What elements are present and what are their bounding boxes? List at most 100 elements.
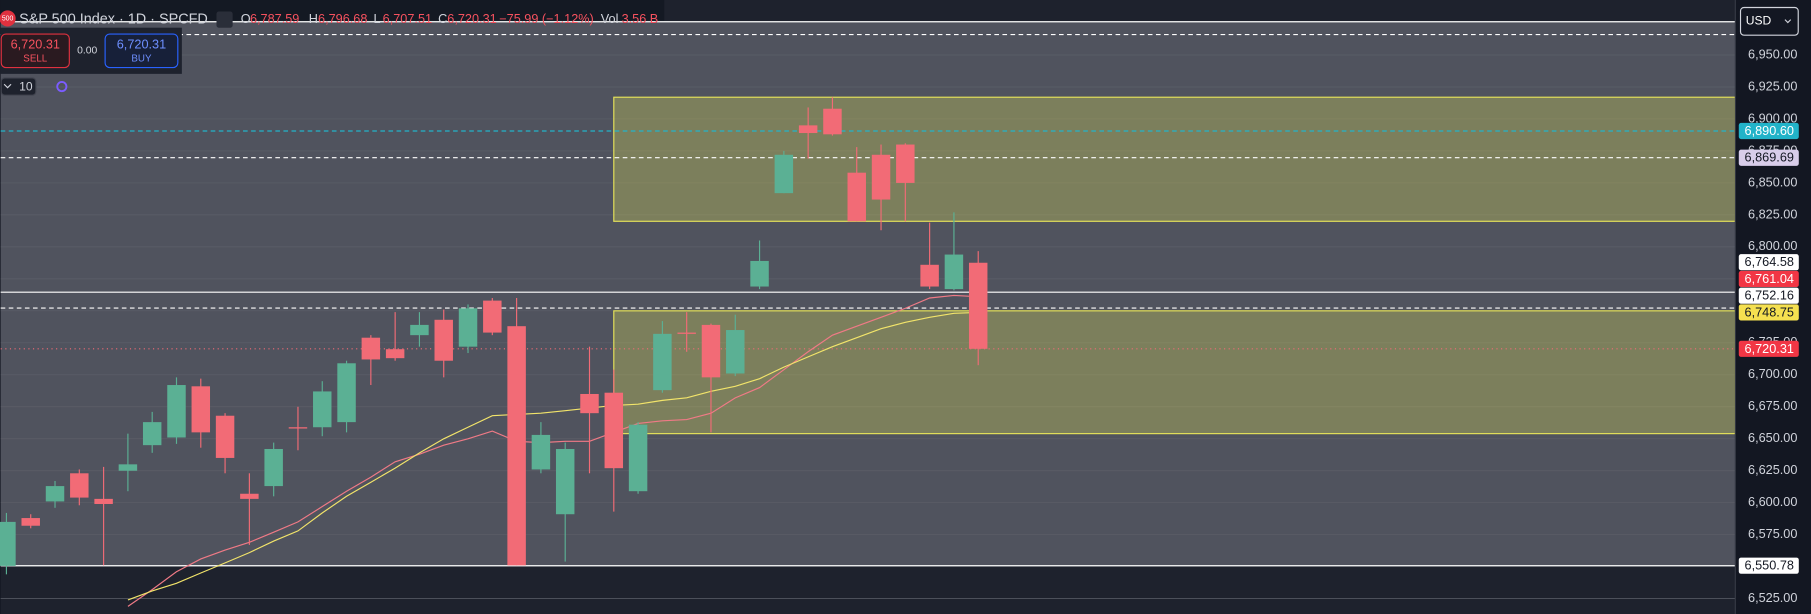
candle-body [847,172,866,222]
settings-icon[interactable] [56,81,68,93]
candle-body [774,154,794,194]
candle-body [45,486,65,502]
candle-body [628,424,648,492]
candle-body [920,264,939,287]
price-label: 6,761.04 [1745,272,1794,286]
y-tick-label: 6,650.00 [1748,431,1797,445]
chevron-icon [3,83,12,89]
price-axis-labels: 6,525.006,550.006,575.006,600.006,625.00… [1738,47,1799,605]
drawing-range [0,21,1736,566]
open-key: O [241,12,251,26]
candle-body [823,108,842,135]
price-label: 6,752.16 [1745,289,1794,303]
candle-body [531,434,551,470]
candle-body [968,262,988,349]
price-label-box [1738,287,1799,304]
currency-chevron [1784,19,1792,24]
candle-body [798,125,818,134]
indicator-toggle[interactable] [0,77,37,96]
high-value: 6,796.68 [318,12,367,26]
sell-label: SELL [23,53,48,64]
vol-value: 3.56 B [622,12,659,26]
candle-body [458,308,478,347]
price-label: 6,869.69 [1745,151,1794,165]
header-bg [0,0,665,21]
y-tick-label: 6,600.00 [1748,495,1797,509]
price-label: 6,720.31 [1745,342,1794,356]
candle-body [653,333,672,391]
buy-price: 6,720.31 [117,37,166,51]
candle-body [21,518,40,526]
y-tick-label: 6,700.00 [1748,367,1797,381]
symbol: S&P 500 Index · 1D · SPCFD [19,11,208,27]
y-tick-label: 6,625.00 [1748,463,1797,477]
y-tick-label: 6,800.00 [1748,239,1797,253]
candle-body [142,422,162,446]
candle-body [0,521,16,566]
candle-body [677,332,696,334]
y-tick-label: 6,850.00 [1748,175,1797,189]
vol-key: Vol [601,12,619,26]
y-tick-label: 6,925.00 [1748,79,1797,93]
candle-body [288,427,308,429]
candle-body [70,473,89,498]
candle-body [240,493,259,499]
y-tick-label: 6,950.00 [1748,47,1797,61]
price-label: 6,764.58 [1745,255,1794,269]
candle-body [264,448,283,487]
open-value: 6,787.59 [250,12,299,26]
zone [613,310,1736,435]
close-key: C [438,12,447,26]
candle-body [750,260,769,287]
y-tick-label: 6,900.00 [1748,111,1797,125]
symbol-logo [0,10,16,27]
high-key: H [309,12,318,26]
buy-label: BUY [131,53,152,64]
low-value: 6,707.51 [383,12,432,26]
collapse-button[interactable] [216,11,233,28]
candle-body [507,326,526,566]
price-label-box [1738,340,1799,357]
candle-body [701,324,721,378]
currency: USD [1746,14,1772,28]
price-label: 6,748.75 [1745,305,1794,319]
candle-body [313,391,332,428]
candle-body [337,363,356,423]
price-label-box [1738,270,1799,288]
currency-button[interactable] [1739,6,1799,36]
candle-body [215,415,235,458]
y-tick-label: 6,825.00 [1748,207,1797,221]
change: −75.99 (−1.12%) [499,12,594,26]
candle-body [580,393,599,414]
candle-body [410,324,429,336]
price-label-box [1738,149,1799,166]
indicator-count: 10 [19,79,33,93]
sell-button[interactable] [0,33,70,69]
logo-text: 500 [2,15,14,22]
spread: 0.00 [77,46,97,57]
y-tick-label: 6,525.00 [1748,591,1797,605]
low-key: L [373,12,380,26]
price-label-box [1738,304,1799,321]
candle-body [385,349,405,359]
candle-body [483,300,502,333]
close-value: 6,720.31 [447,12,496,26]
candle-body [944,254,964,290]
candle-body [118,464,138,471]
buy-button[interactable] [104,33,179,69]
plot-area [0,21,1736,607]
price-label-box [1738,557,1799,574]
candle-body [167,385,186,438]
price-label-box [1738,254,1799,271]
candle-body [361,337,381,360]
candle-body [604,392,624,469]
candle-body [726,330,745,374]
ma-line [127,311,979,601]
price-label-box [1738,122,1799,140]
price-label: 6,890.60 [1745,124,1794,138]
sell-price: 6,720.31 [11,37,60,51]
price-label: 6,550.78 [1745,559,1794,573]
ma-line [127,294,979,607]
